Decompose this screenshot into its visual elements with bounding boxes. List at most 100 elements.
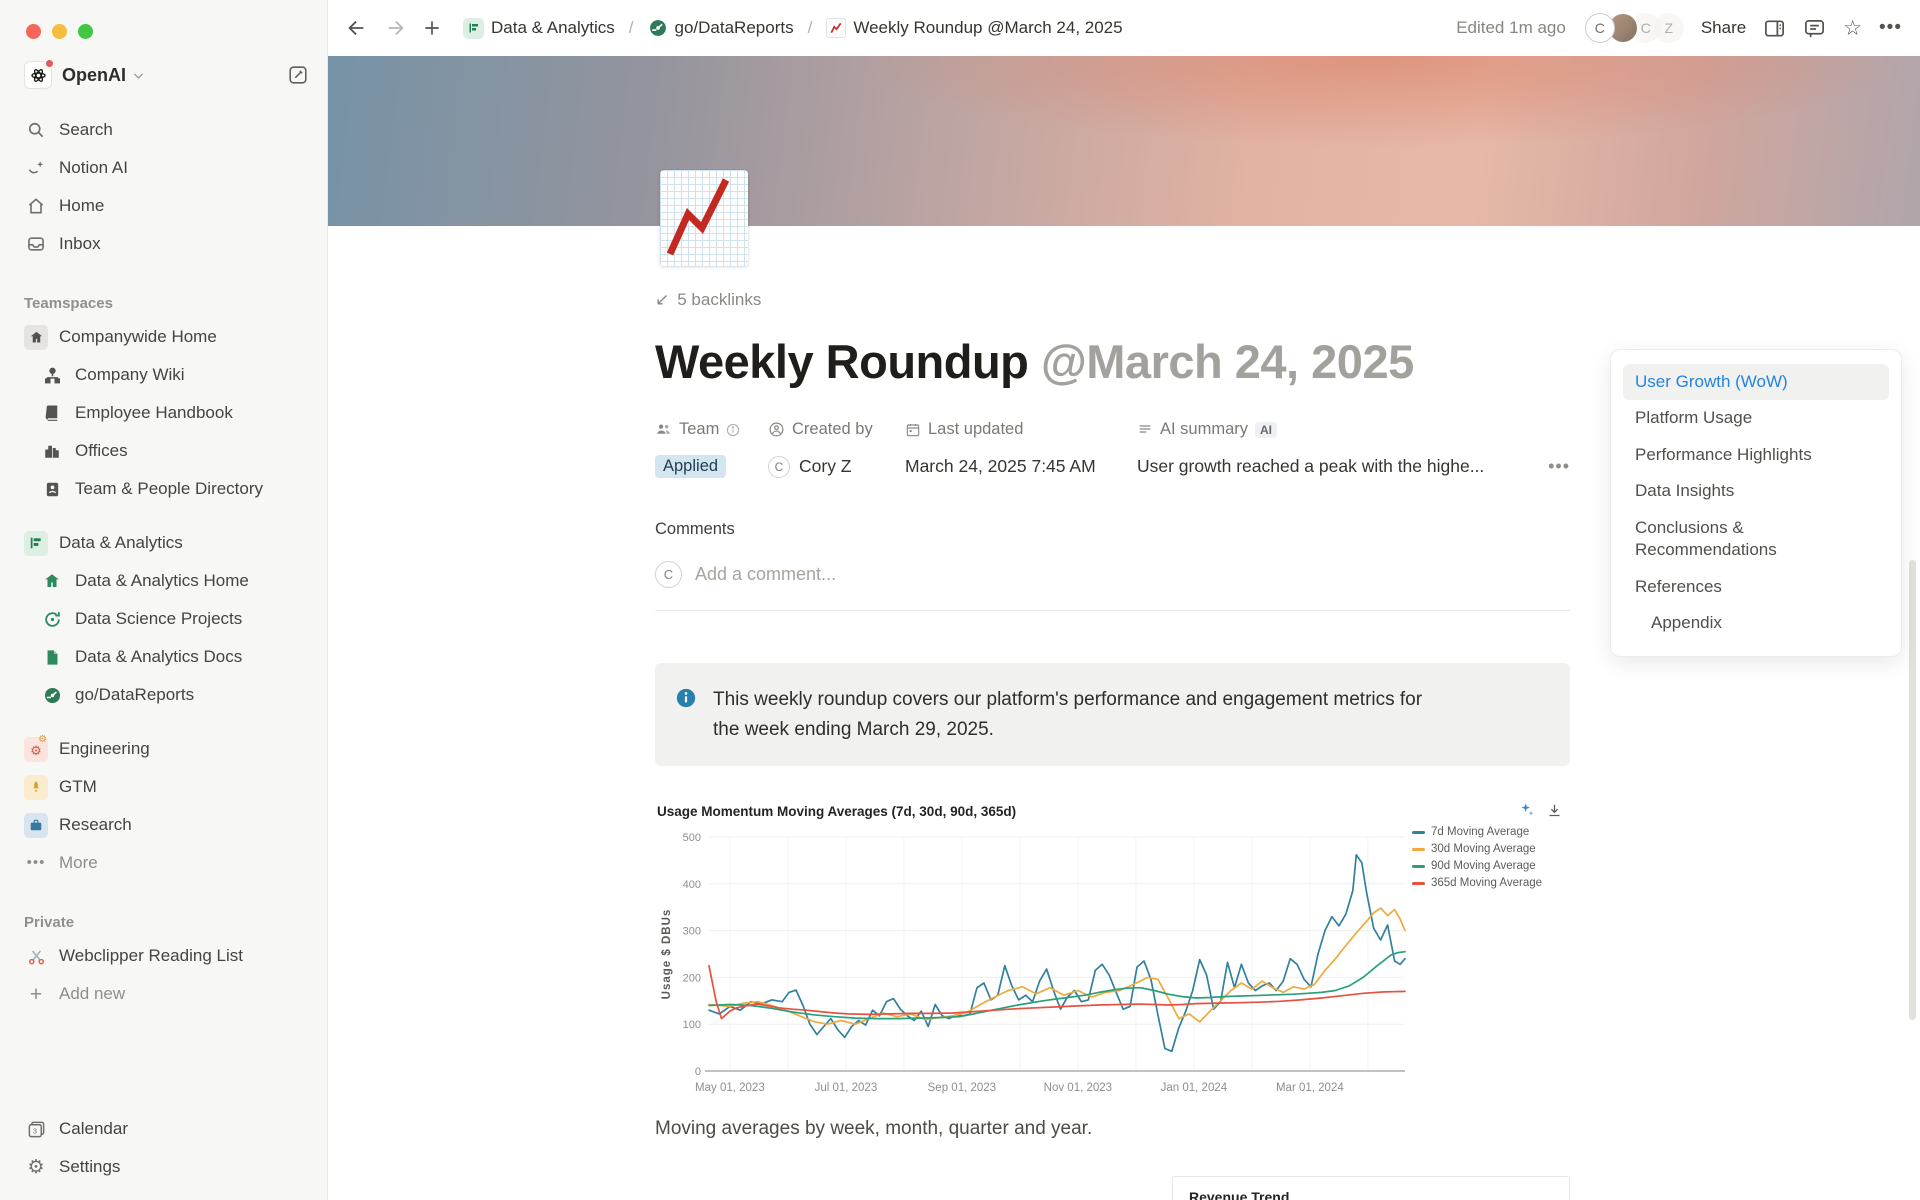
- sidebar-item-label: Webclipper Reading List: [59, 945, 243, 965]
- close-window-button[interactable]: [26, 24, 41, 39]
- date-mention[interactable]: @March 24, 2025: [1040, 335, 1414, 388]
- property-more-icon[interactable]: •••: [1548, 456, 1570, 477]
- property-label-created-by[interactable]: Created by: [768, 420, 905, 439]
- sidebar-item-employee-handbook[interactable]: Employee Handbook: [10, 394, 317, 432]
- property-label-team[interactable]: Team: [655, 420, 768, 439]
- breadcrumb-data-analytics[interactable]: Data & Analytics: [458, 15, 620, 42]
- sidebar-item-label: Data Science Projects: [75, 608, 243, 628]
- workspace-name: OpenAI: [62, 64, 127, 85]
- toc-item-data-insights[interactable]: Data Insights: [1635, 481, 1735, 501]
- sidebar-item-company-wiki[interactable]: Company Wiki: [10, 356, 317, 394]
- sidebar-item-companywide-home[interactable]: Companywide Home: [10, 318, 317, 356]
- sidebar-item-settings[interactable]: ⚙ Settings: [10, 1148, 317, 1186]
- back-arrow-icon[interactable]: [346, 17, 368, 39]
- gear-icon: ⚙: [27, 1156, 45, 1178]
- chart-download-icon[interactable]: [1547, 803, 1562, 818]
- chart-ai-sparkle-icon[interactable]: [1519, 802, 1535, 818]
- toc-item-conclusions-recommendations[interactable]: Conclusions & Recommendations: [1635, 517, 1777, 560]
- data-analytics-icon: [24, 530, 48, 556]
- sidebar-item-webclipper-reading-list[interactable]: Webclipper Reading List: [10, 937, 317, 975]
- sidebar-item-notion-ai[interactable]: Notion AI: [10, 149, 317, 187]
- forward-arrow-icon[interactable]: [384, 17, 406, 39]
- share-button[interactable]: Share: [1700, 18, 1747, 37]
- sidebar-item-label: Calendar: [59, 1118, 128, 1138]
- svg-text:3: 3: [32, 1127, 36, 1135]
- sidebar-item-offices[interactable]: Offices: [10, 432, 317, 470]
- breadcrumb-go-datareports[interactable]: go/DataReports: [643, 15, 799, 41]
- favorite-star-icon[interactable]: ☆: [1843, 16, 1863, 40]
- minimize-window-button[interactable]: [52, 24, 67, 39]
- sidebar-item-data-science-projects[interactable]: Data Science Projects: [10, 600, 317, 638]
- callout-text: This weekly roundup covers our platform'…: [713, 689, 1423, 740]
- backlinks-button[interactable]: ↙ 5 backlinks: [655, 290, 762, 309]
- building-icon: [40, 439, 64, 463]
- private-section-label: Private: [24, 914, 75, 931]
- property-label-last-updated[interactable]: Last updated: [905, 420, 1137, 439]
- toc-item-appendix[interactable]: Appendix: [1651, 613, 1722, 633]
- team-tag[interactable]: Applied: [655, 455, 727, 479]
- chevron-down-icon: [132, 69, 145, 82]
- property-value-ai-summary[interactable]: User growth reached a peak with the high…: [1137, 456, 1485, 477]
- openai-logo-icon: [24, 58, 55, 89]
- toc-item-platform-usage[interactable]: Platform Usage: [1635, 408, 1753, 428]
- sidebar: OpenAI Search: [0, 0, 328, 1200]
- page-title[interactable]: Weekly Roundup @March 24, 2025: [655, 335, 1414, 388]
- sidebar-item-add-new[interactable]: + Add new: [10, 975, 317, 1013]
- comments-icon[interactable]: [1803, 17, 1826, 40]
- gears-icon: ⚙ ⚙: [24, 734, 48, 762]
- svg-text:Mar 01, 2024: Mar 01, 2024: [1276, 1082, 1344, 1094]
- backlink-arrow-icon: ↙: [655, 290, 670, 309]
- zoom-window-button[interactable]: [78, 24, 93, 39]
- chart-caption: Moving averages by week, month, quarter …: [655, 1118, 1093, 1140]
- sidebar-item-inbox[interactable]: Inbox: [10, 225, 317, 263]
- usage-chart-block[interactable]: Usage Momentum Moving Averages (7d, 30d,…: [655, 790, 1570, 1112]
- sidebar-item-go-datareports[interactable]: go/DataReports: [10, 676, 317, 714]
- book-icon: [40, 401, 64, 425]
- sidebar-item-data-analytics[interactable]: Data & Analytics: [10, 524, 317, 562]
- avatar: C: [1584, 13, 1615, 43]
- sidebar-item-home[interactable]: Home: [10, 187, 317, 225]
- property-value-last-updated[interactable]: March 24, 2025 7:45 AM: [905, 456, 1096, 477]
- add-comment-input[interactable]: Add a comment...: [695, 564, 837, 585]
- breadcrumb-weekly-roundup[interactable]: Weekly Roundup @March 24, 2025: [821, 15, 1127, 41]
- more-options-icon[interactable]: •••: [1879, 17, 1902, 38]
- sidebar-item-research[interactable]: Research: [10, 806, 317, 844]
- sidebar-item-search[interactable]: Search: [10, 111, 317, 149]
- avatar-stack[interactable]: C C Z: [1584, 13, 1684, 43]
- svg-text:May 01, 2023: May 01, 2023: [695, 1082, 765, 1094]
- legend-item: 90d Moving Average: [1412, 860, 1570, 872]
- new-page-icon[interactable]: [287, 64, 309, 86]
- callout-block[interactable]: This weekly roundup covers our platform'…: [655, 663, 1570, 767]
- revenue-trend-card[interactable]: Revenue Trend By Nation: [1172, 1176, 1570, 1200]
- workspace-switcher[interactable]: OpenAI: [10, 57, 317, 93]
- toc-item-user-growth[interactable]: User Growth (WoW): [1623, 364, 1889, 401]
- sidebar-item-label: Company Wiki: [75, 364, 185, 384]
- sidebar-item-calendar[interactable]: 3 Calendar: [10, 1110, 317, 1148]
- sidebar-item-gtm[interactable]: GTM: [10, 768, 317, 806]
- sidebar-item-team-people-directory[interactable]: Team & People Directory: [10, 470, 317, 508]
- side-peek-icon[interactable]: [1763, 17, 1786, 40]
- new-tab-plus-icon[interactable]: [422, 18, 442, 38]
- sidebar-item-more[interactable]: ••• More: [10, 844, 317, 882]
- toc-item-references[interactable]: References: [1635, 576, 1722, 596]
- toc-item-performance-highlights[interactable]: Performance Highlights: [1635, 444, 1812, 464]
- companywide-home-icon: [24, 324, 48, 350]
- page-cover[interactable]: [328, 56, 1920, 226]
- legend-item: 365d Moving Average: [1412, 877, 1570, 889]
- inbox-icon: [24, 232, 48, 256]
- sidebar-item-data-analytics-docs[interactable]: Data & Analytics Docs: [10, 638, 317, 676]
- page-icon[interactable]: [660, 170, 748, 266]
- property-value-team[interactable]: Applied: [655, 455, 768, 479]
- sidebar-item-engineering[interactable]: ⚙ ⚙ Engineering: [10, 730, 317, 768]
- avatar: C: [768, 455, 790, 478]
- sidebar-item-data-analytics-home[interactable]: Data & Analytics Home: [10, 562, 317, 600]
- sidebar-item-label: More: [59, 852, 98, 872]
- teamspaces-section-label: Teamspaces: [24, 295, 113, 312]
- scrollbar-thumb[interactable]: [1909, 560, 1916, 1020]
- property-value-created-by[interactable]: C Cory Z: [768, 455, 905, 478]
- cycle-icon: [40, 607, 64, 631]
- chart-title: Usage Momentum Moving Averages (7d, 30d,…: [657, 804, 1017, 820]
- sidebar-item-label: Home: [59, 195, 105, 215]
- property-label-ai-summary[interactable]: AI summary AI: [1137, 420, 1534, 439]
